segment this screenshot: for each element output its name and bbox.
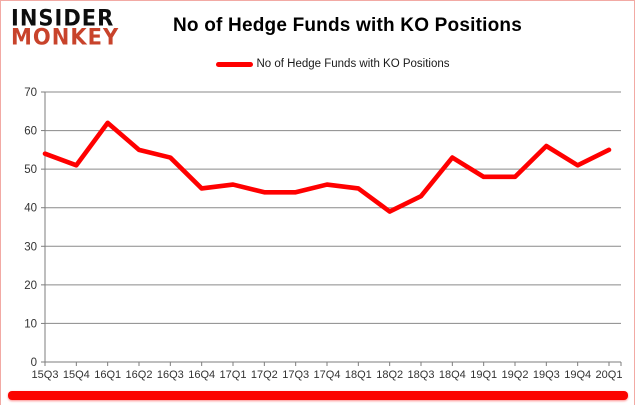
logo-word-monkey: MONKEY [11,24,120,50]
x-tick-label: 18Q4 [439,369,466,381]
y-tick-label: 50 [24,164,37,176]
x-tick-label: 15Q4 [63,369,90,381]
insider-monkey-logo: INSIDER MONKEY [11,5,120,50]
x-tick-label: 18Q3 [408,369,435,381]
y-tick-label: 60 [24,126,37,138]
x-tick-label: 18Q2 [376,369,403,381]
x-tick-label: 16Q3 [157,369,184,381]
legend-label: No of Hedge Funds with KO Positions [256,58,450,70]
x-tick-label: 19Q2 [502,369,529,381]
y-tick-label: 30 [24,241,37,253]
y-tick-label: 10 [24,318,37,330]
x-tick-label: 19Q3 [533,369,560,381]
y-tick-label: 40 [24,203,37,215]
x-tick-label: 19Q1 [470,369,497,381]
y-tick-label: 20 [24,280,37,292]
x-tick-label: 16Q1 [94,369,121,381]
x-tick-label: 20Q1 [596,369,623,381]
x-tick-label: 17Q2 [251,369,278,381]
x-tick-label: 18Q1 [345,369,372,381]
x-tick-label: 17Q4 [314,369,341,381]
bottom-red-bar [8,391,628,400]
legend: No of Hedge Funds with KO Positions [45,56,621,72]
y-tick-label: 70 [24,87,37,99]
series-line [42,120,612,214]
x-tick-label: 16Q2 [126,369,153,381]
x-tick-label: 17Q3 [282,369,309,381]
legend-line-icon [216,61,254,67]
x-tick-label: 17Q1 [220,369,247,381]
y-tick-label: 0 [31,357,37,369]
x-tick-label: 16Q4 [188,369,215,381]
logo-word-insider: INSIDER [11,5,115,31]
x-tick-label: 15Q3 [32,369,59,381]
x-tick-label: 19Q4 [564,369,591,381]
chart-title: No of Hedge Funds with KO Positions [173,15,522,36]
